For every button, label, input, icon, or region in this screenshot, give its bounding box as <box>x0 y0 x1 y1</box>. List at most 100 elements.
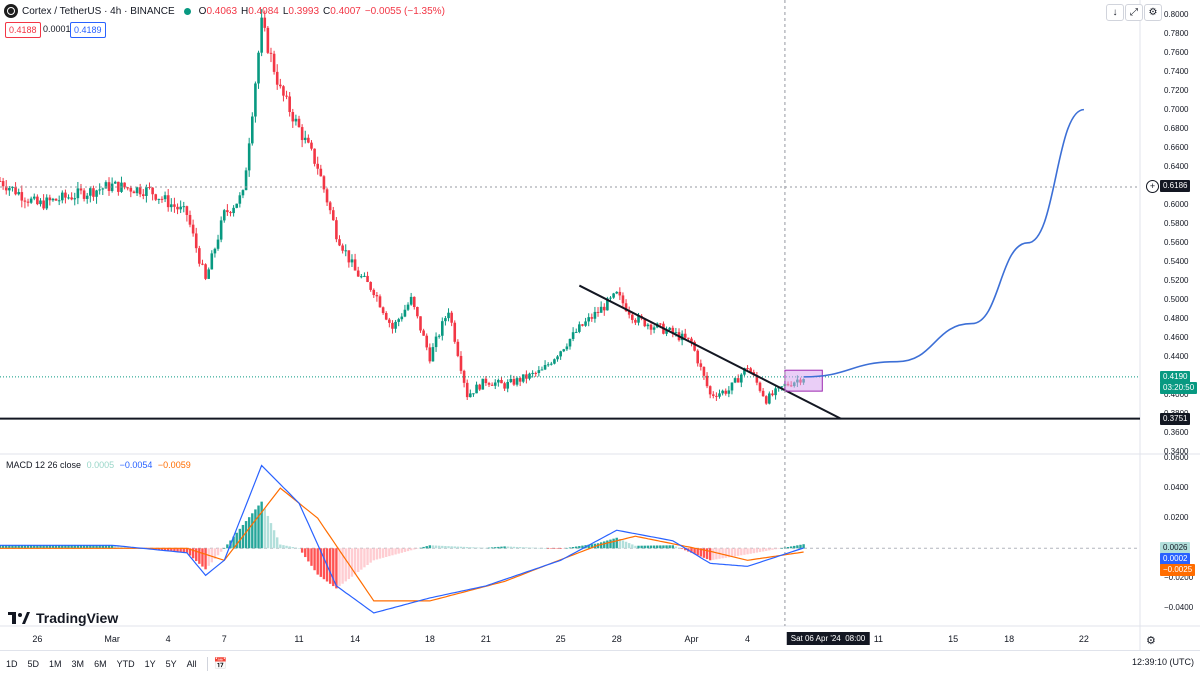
candle <box>179 200 182 214</box>
macd-histogram-bar <box>397 548 400 554</box>
macd-histogram-bar <box>609 539 612 549</box>
buy-button[interactable]: 0.4189 <box>70 22 106 38</box>
timeframe-ytd[interactable]: YTD <box>116 658 135 669</box>
macd-histogram-bar <box>487 547 491 549</box>
candle-body <box>263 17 267 28</box>
projection-curve <box>803 108 1085 378</box>
arrow-down-icon[interactable]: ↓ <box>1106 4 1124 21</box>
candle <box>275 64 279 90</box>
candle <box>584 317 587 327</box>
candle-body <box>319 168 323 177</box>
candle-body <box>624 303 628 312</box>
candle <box>76 181 80 205</box>
candle-body <box>288 96 291 113</box>
candle-body <box>42 200 45 209</box>
candle-body <box>67 197 70 199</box>
macd-histogram-bar <box>575 546 578 549</box>
candle <box>509 374 513 384</box>
candle-body <box>534 372 538 374</box>
macd-histogram-bar <box>736 548 740 556</box>
timeframe-1y[interactable]: 1Y <box>144 658 156 669</box>
macd-histogram-bar <box>522 547 525 549</box>
candle-body <box>350 259 354 263</box>
candle <box>391 320 394 334</box>
price-tick-label: 0.7600 <box>1164 47 1189 57</box>
candle-body <box>584 321 587 326</box>
candle-body <box>702 366 706 376</box>
macd-histogram-bar <box>456 546 460 549</box>
macd-histogram-bar <box>204 548 207 570</box>
candle <box>422 328 425 336</box>
price-tick-label: 0.5000 <box>1164 294 1189 304</box>
candle-body <box>163 195 167 200</box>
clock-utc[interactable]: 12:39:10 (UTC) <box>1131 657 1194 667</box>
candle <box>319 164 323 177</box>
candle <box>201 259 204 266</box>
macd-histogram-bar <box>238 528 242 549</box>
candle <box>487 381 491 388</box>
timeframe-1m[interactable]: 1M <box>49 658 62 669</box>
candle-body <box>758 382 762 391</box>
candle <box>652 325 656 334</box>
macd-histogram-bar <box>356 548 360 573</box>
macd-histogram-bar <box>799 544 802 549</box>
candle <box>120 176 123 193</box>
sell-button[interactable]: 0.4188 <box>5 22 41 38</box>
macd-histogram-bar <box>413 548 416 550</box>
candle-body <box>356 270 360 277</box>
macd-histogram-bar <box>114 545 117 549</box>
candle <box>475 381 478 394</box>
macd-histogram-bar <box>556 548 559 549</box>
timeframe-6m[interactable]: 6M <box>94 658 107 669</box>
macd-title[interactable]: MACD 12 26 close <box>6 460 82 470</box>
macd-histogram-bar <box>282 545 285 549</box>
macd-histogram-bar <box>562 548 565 549</box>
candle <box>325 187 329 206</box>
candle <box>372 288 376 298</box>
candle-body <box>241 190 245 196</box>
candle-body <box>213 248 217 254</box>
candle <box>123 182 126 190</box>
candle-body <box>138 187 142 195</box>
axis-settings-icon[interactable]: ⚙ <box>1146 635 1156 647</box>
candle-body <box>257 52 260 84</box>
timeframe-3m[interactable]: 3M <box>71 658 85 669</box>
candle-body <box>45 197 49 209</box>
macd-legend: MACD 12 26 close 0.0005 −0.0054 −0.0059 <box>6 460 191 470</box>
macd-histogram-bar <box>441 545 444 549</box>
macd-histogram-bar <box>176 548 179 552</box>
candle-body <box>497 379 500 383</box>
macd-histogram-bar <box>652 545 656 549</box>
macd-histogram-bar <box>578 546 581 549</box>
drawings <box>0 0 1140 626</box>
macd-histogram-bar <box>372 548 375 561</box>
countdown-tag: 03:20:50 <box>1160 382 1198 394</box>
candle-body <box>204 264 207 279</box>
candle <box>721 389 724 396</box>
high-label: H <box>241 5 249 17</box>
candle <box>565 343 569 351</box>
cortex-coin-icon <box>4 4 18 18</box>
candle <box>241 189 245 199</box>
candle-body <box>160 198 164 200</box>
calendar-icon[interactable]: 📅 <box>213 658 228 670</box>
add-alert-icon[interactable]: + <box>1146 180 1159 193</box>
macd-histogram-bar <box>668 545 671 549</box>
candle-body <box>406 304 410 310</box>
timeframe-5y[interactable]: 5Y <box>165 658 177 669</box>
settings-icon[interactable]: ⚙ <box>1144 4 1162 21</box>
timeframe-5d[interactable]: 5D <box>27 658 40 669</box>
timeframe-1d[interactable]: 1D <box>6 658 18 669</box>
candle <box>328 200 332 215</box>
tradingview-logo[interactable]: TradingView <box>8 610 118 626</box>
candle-body <box>229 212 232 214</box>
candle <box>388 317 391 328</box>
timeframe-all[interactable]: All <box>186 658 197 669</box>
candle-body <box>521 374 525 382</box>
candle <box>14 182 17 196</box>
candle <box>210 250 214 270</box>
symbol-title[interactable]: Cortex / TetherUS · 4h · BINANCE <box>22 5 175 17</box>
candle-body <box>11 186 14 189</box>
expand-icon[interactable]: ⤢ <box>1125 4 1143 21</box>
